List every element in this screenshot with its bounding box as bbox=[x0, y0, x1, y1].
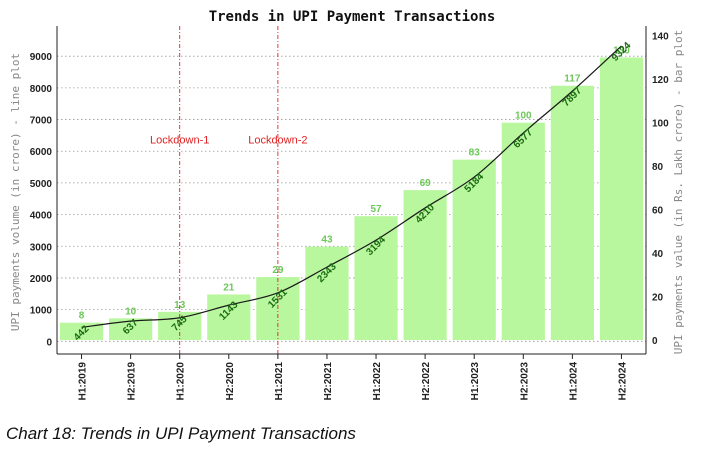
lockdown-markers: Lockdown-1 Lockdown-2 bbox=[150, 26, 308, 354]
y-right-tick-label: 20 bbox=[652, 293, 664, 304]
x-tick-label: H2:2020 bbox=[225, 362, 236, 401]
bar-h1-2019 bbox=[59, 322, 104, 341]
y-left-tick-label: 3000 bbox=[30, 242, 53, 253]
line-series: 442 637 7451143153123433194421051846577789… bbox=[72, 40, 634, 343]
y-left-tick-label: 0 bbox=[46, 337, 52, 348]
bar-value-label: 69 bbox=[420, 178, 432, 189]
y-right-tick-label: 80 bbox=[652, 162, 664, 173]
bar-value-label: 100 bbox=[515, 111, 532, 122]
x-tick-label: H2:2024 bbox=[617, 362, 628, 401]
bar-value-label: 21 bbox=[223, 282, 235, 293]
bar-value-label: 8 bbox=[79, 311, 85, 322]
x-tick-label: H2:2019 bbox=[127, 362, 138, 401]
chart-title: Trends in UPI Payment Transactions bbox=[209, 9, 496, 25]
bar-h2-2022 bbox=[403, 190, 447, 341]
y-right-tick-label: 0 bbox=[652, 336, 658, 347]
bar-value-label: 117 bbox=[564, 74, 581, 85]
y-left-tick-label: 5000 bbox=[30, 179, 53, 190]
x-tick-label: H1:2019 bbox=[78, 362, 89, 401]
y-left-tick-label: 6000 bbox=[30, 147, 53, 158]
bar-h2-2021 bbox=[305, 246, 349, 341]
y-left-tick-label: 1000 bbox=[30, 306, 53, 317]
y-right-tick-label: 120 bbox=[652, 75, 669, 86]
x-tick-label: H1:2020 bbox=[176, 362, 187, 401]
lockdown-label-lockdown-1: Lockdown-1 bbox=[150, 134, 209, 146]
line-volume bbox=[81, 45, 622, 328]
axes: 0 1000 2000 3000 4000 5000 6000 7000 8000 9000 0 20… bbox=[30, 26, 669, 400]
x-tick-label: H1:2024 bbox=[568, 362, 579, 401]
y-left-tick-label: 9000 bbox=[30, 52, 53, 63]
y-left-tick-label: 2000 bbox=[30, 274, 53, 285]
x-tick-label: H1:2023 bbox=[470, 362, 481, 401]
figure-caption: Chart 18: Trends in UPI Payment Transact… bbox=[6, 424, 356, 443]
x-tick-label: H1:2021 bbox=[274, 362, 285, 401]
bar-value-label: 43 bbox=[321, 235, 333, 246]
bar-h1-2022 bbox=[354, 216, 398, 341]
y-right-tick-label: 140 bbox=[652, 32, 669, 43]
bar-value-label: 10 bbox=[125, 306, 137, 317]
bar-h2-2023 bbox=[501, 122, 545, 341]
x-tick-label: H2:2023 bbox=[519, 362, 530, 401]
y-left-tick-label: 4000 bbox=[30, 211, 53, 222]
y-axis-right-label: UPI payments value (in Rs. Lakh crore) -… bbox=[672, 30, 685, 355]
bar-h1-2023 bbox=[452, 159, 496, 341]
y-right-tick-label: 40 bbox=[652, 249, 664, 260]
bar-value-label: 57 bbox=[370, 204, 382, 215]
y-right-tick-label: 100 bbox=[652, 119, 669, 130]
lockdown-label-lockdown-2: Lockdown-2 bbox=[248, 134, 307, 146]
x-tick-label: H2:2021 bbox=[323, 362, 334, 401]
bar-h1-2024 bbox=[550, 85, 594, 341]
x-tick-label: H1:2022 bbox=[372, 362, 383, 401]
bar-h2-2024 bbox=[599, 57, 644, 341]
bar-value-label: 83 bbox=[469, 148, 481, 159]
bar-value-label: 130 bbox=[613, 45, 630, 56]
y-left-tick-label: 7000 bbox=[30, 116, 53, 127]
y-left-tick-label: 8000 bbox=[30, 84, 53, 95]
x-tick-label: H2:2022 bbox=[421, 362, 432, 401]
bar-h2-2019 bbox=[109, 318, 153, 341]
y-right-tick-label: 60 bbox=[652, 206, 664, 217]
y-axis-left-label: UPI payments volume (in crore) - line pl… bbox=[9, 53, 22, 331]
